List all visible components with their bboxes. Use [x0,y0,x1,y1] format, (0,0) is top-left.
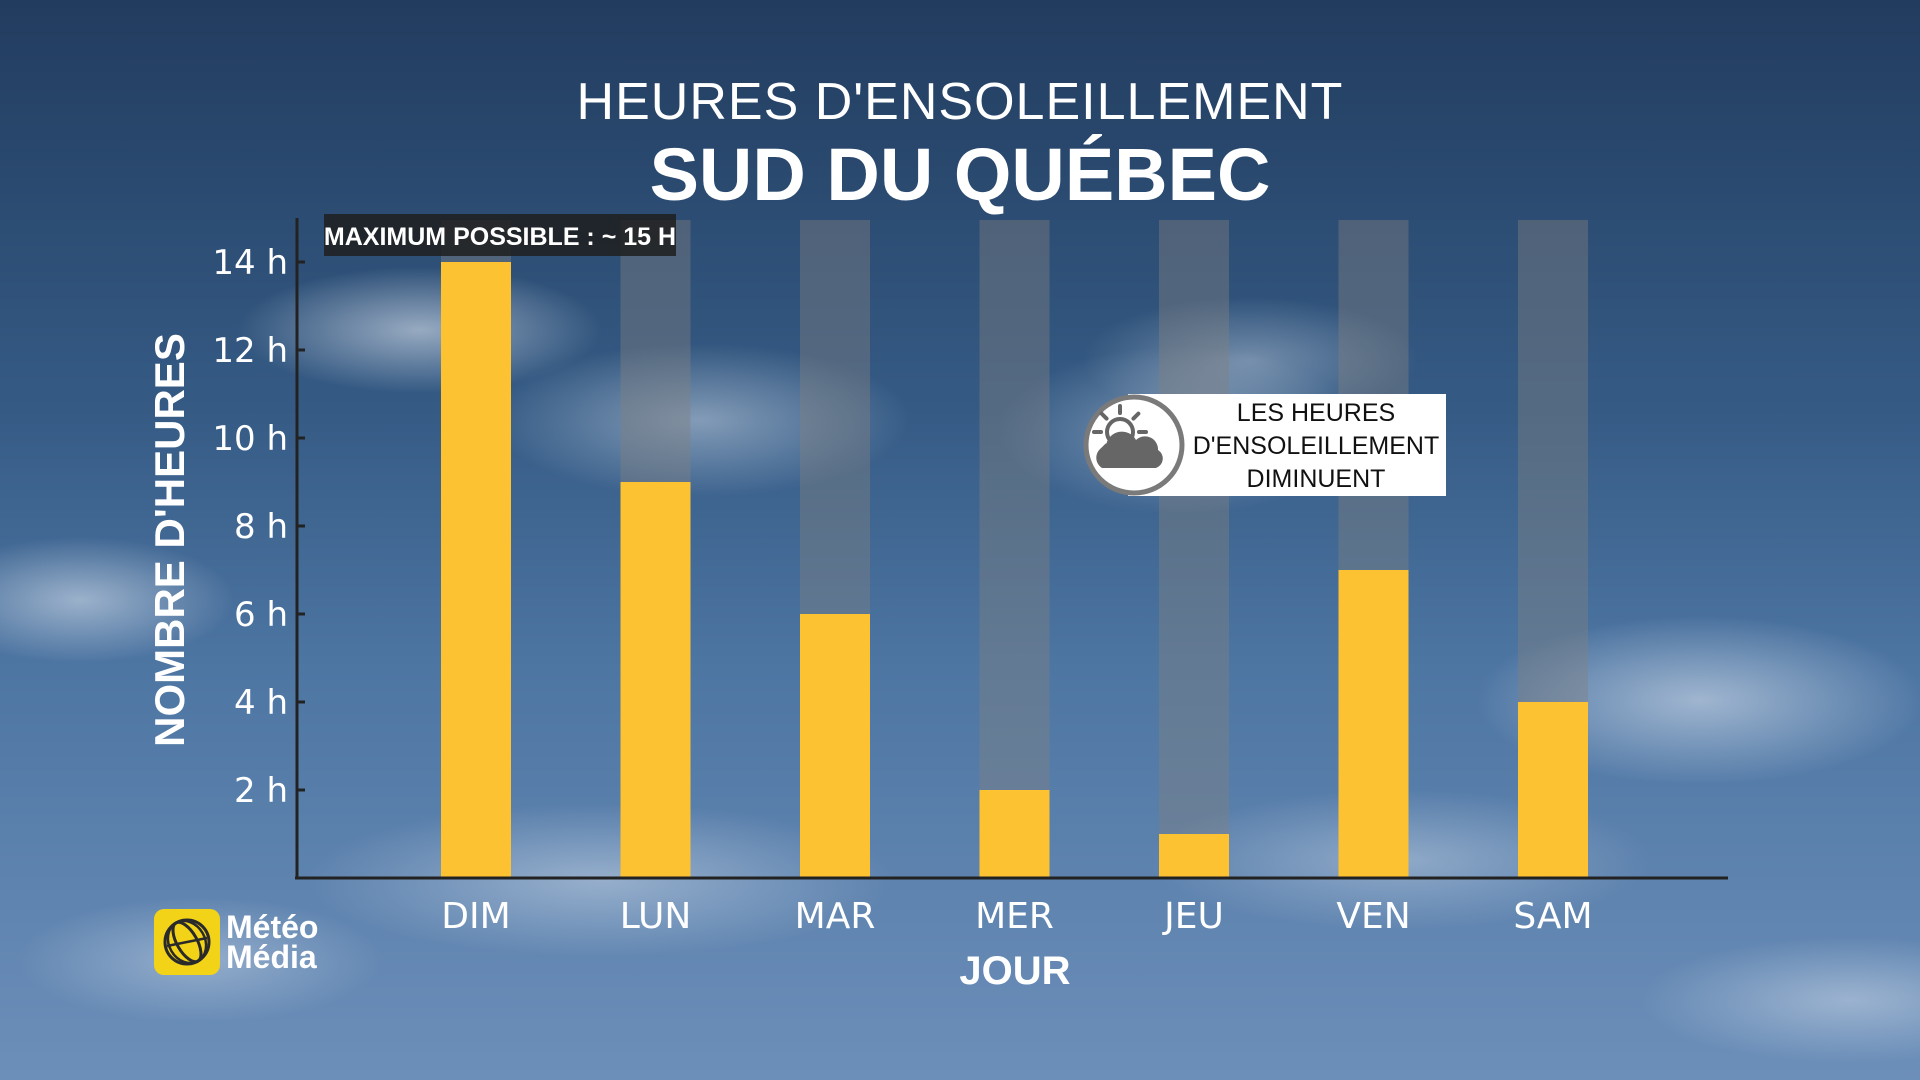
bar-ven [1338,570,1409,878]
bar-lun [620,482,691,878]
y-tick-label: 8 h [234,507,288,547]
x-tick-label: DIM [441,896,510,937]
bar-jeu [1159,834,1229,878]
annotation-line: D'ENSOLEILLEMENT [1193,432,1440,460]
chart-subtitle: SUD DU QUÉBEC [649,133,1271,216]
max-possible-bar [979,220,1050,878]
y-tick-label: 14 h [212,243,288,283]
bar-sam [1518,702,1588,878]
x-tick-label: SAM [1513,896,1592,937]
bar-mer [979,790,1050,878]
x-tick-label: MAR [795,896,876,937]
max-possible-bar [1159,220,1229,878]
y-tick-label: 12 h [212,331,288,371]
x-tick-label: LUN [620,896,692,937]
bar-mar [800,614,870,878]
chart-title: HEURES D'ENSOLEILLEMENT [576,73,1344,131]
x-tick-label: MER [975,896,1054,937]
max-possible-label: MAXIMUM POSSIBLE : ~ 15 H [324,223,676,251]
sun-behind-cloud-icon [1083,394,1185,496]
logo-text-line2: Média [226,939,317,975]
annotation-line: LES HEURES [1237,399,1395,427]
annotation-line: DIMINUENT [1247,465,1386,493]
y-axis-title: NOMBRE D'HEURES [146,333,193,747]
y-tick-label: 2 h [234,771,288,811]
max-possible-label-box [324,214,676,256]
logo-text-line1: Météo [226,909,319,945]
globe-icon [154,909,220,975]
bar-dim [441,262,511,878]
y-tick-label: 10 h [212,419,288,459]
x-axis-title: JOUR [959,949,1070,993]
meteomedia-logo: Météo Média [154,907,344,977]
x-tick-label: VEN [1336,896,1410,937]
y-tick-label: 4 h [234,683,288,723]
y-tick-label: 6 h [234,595,288,635]
x-tick-label: JEU [1162,896,1224,937]
